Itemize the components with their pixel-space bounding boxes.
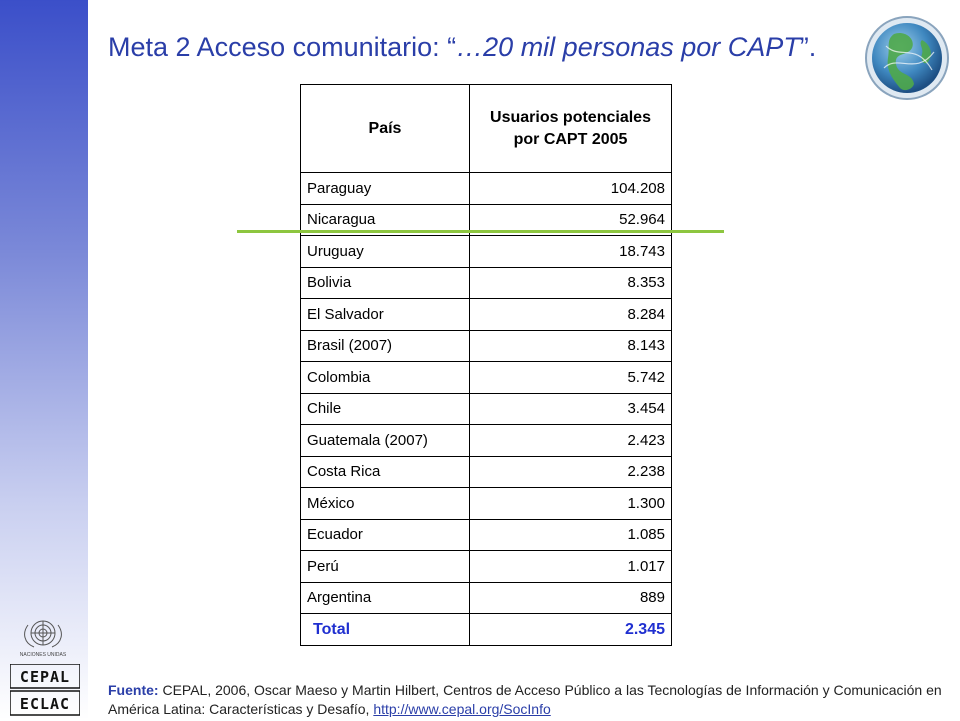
table-body: Paraguay 104.208 Nicaragua 52.964 Uruguay 18.… (300, 172, 672, 614)
table-row: México 1.300 (300, 487, 672, 520)
users-cell: 2.423 (469, 424, 672, 457)
table-row: Chile 3.454 (300, 392, 672, 425)
table-total-row: Total 2.345 (300, 613, 672, 646)
table-header-row: País Usuarios potenciales por CAPT 2005 (300, 84, 672, 173)
title-italic: …20 mil personas por CAPT (456, 32, 800, 62)
country-cell: Colombia (300, 361, 470, 394)
country-cell: Paraguay (300, 172, 470, 205)
table-row: Paraguay 104.208 (300, 172, 672, 205)
un-emblem-icon: NACIONES UNIDAS (20, 620, 67, 658)
table-row: Costa Rica 2.238 (300, 455, 672, 488)
table-row: Argentina 889 (300, 581, 672, 614)
country-cell: Costa Rica (300, 455, 470, 488)
cepal-logo-graphic: CEPAL ECLAC (9, 663, 81, 716)
column-header-country: País (300, 84, 470, 173)
table-row: Perú 1.017 (300, 550, 672, 583)
table-row: Brasil (2007) 8.143 (300, 329, 672, 362)
source-text: CEPAL, 2006, Oscar Maeso y Martin Hilber… (108, 682, 942, 717)
users-cell: 889 (469, 581, 672, 614)
country-cell: Chile (300, 392, 470, 425)
cepal-bottom-text: ECLAC (20, 695, 70, 713)
table-row: Uruguay 18.743 (300, 235, 672, 268)
country-cell: El Salvador (300, 298, 470, 331)
country-cell: Guatemala (2007) (300, 424, 470, 457)
country-cell: Bolivia (300, 266, 470, 299)
slide-title: Meta 2 Acceso comunitario: “…20 mil pers… (108, 32, 848, 63)
users-cell: 8.353 (469, 266, 672, 299)
users-cell: 18.743 (469, 235, 672, 268)
country-cell: Ecuador (300, 518, 470, 551)
users-cell: 1.300 (469, 487, 672, 520)
users-cell: 8.143 (469, 329, 672, 362)
sidebar-gradient (0, 0, 88, 720)
data-table: País Usuarios potenciales por CAPT 2005 … (300, 84, 672, 646)
table-row: El Salvador 8.284 (300, 298, 672, 331)
title-plain: Meta 2 Acceso comunitario: “ (108, 32, 457, 62)
globe-icon (865, 16, 949, 100)
total-value: 2.345 (469, 613, 672, 646)
users-cell: 1.085 (469, 518, 672, 551)
cepal-top-text: CEPAL (20, 668, 70, 686)
users-cell: 1.017 (469, 550, 672, 583)
country-cell: Brasil (2007) (300, 329, 470, 362)
cepal-logo: CEPAL ECLAC (9, 663, 81, 716)
users-cell: 104.208 (469, 172, 672, 205)
total-label: Total (300, 613, 470, 646)
table-row: Bolivia 8.353 (300, 266, 672, 299)
users-cell: 8.284 (469, 298, 672, 331)
table-row: Colombia 5.742 (300, 361, 672, 394)
country-cell: México (300, 487, 470, 520)
users-cell: 3.454 (469, 392, 672, 425)
source-label: Fuente: (108, 682, 159, 698)
source-footnote: Fuente: CEPAL, 2006, Oscar Maeso y Marti… (108, 681, 948, 719)
users-cell: 2.238 (469, 455, 672, 488)
table-row: Ecuador 1.085 (300, 518, 672, 551)
source-link[interactable]: http://www.cepal.org/SocInfo (373, 701, 551, 717)
country-cell: Argentina (300, 581, 470, 614)
country-cell: Uruguay (300, 235, 470, 268)
un-caption: NACIONES UNIDAS (20, 652, 67, 658)
column-header-users: Usuarios potenciales por CAPT 2005 (469, 84, 672, 173)
table-row: Guatemala (2007) 2.423 (300, 424, 672, 457)
users-cell: 5.742 (469, 361, 672, 394)
divider-line (237, 230, 724, 233)
country-cell: Perú (300, 550, 470, 583)
title-end: ”. (799, 32, 817, 62)
